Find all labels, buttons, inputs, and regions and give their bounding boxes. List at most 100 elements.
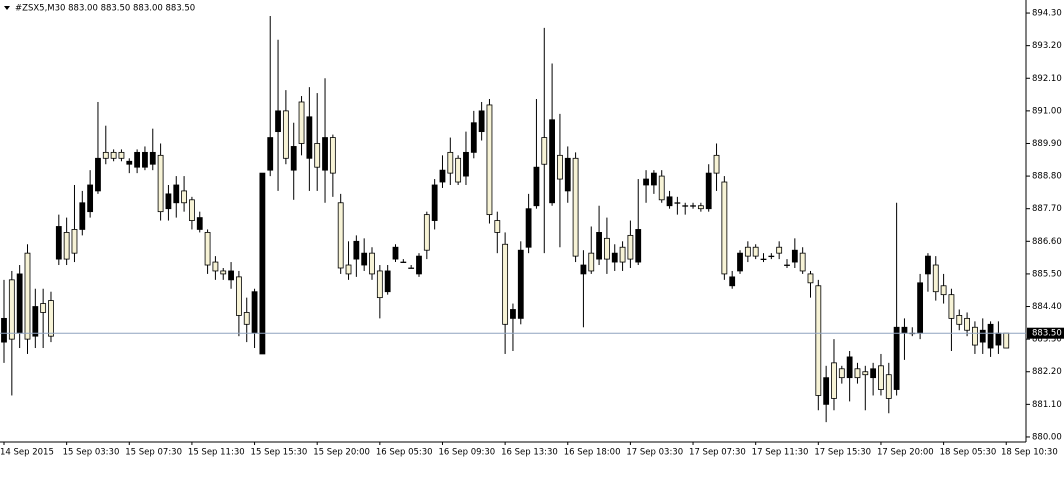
candle-body <box>259 172 266 355</box>
candle-body <box>142 151 148 168</box>
candle-body <box>79 202 86 230</box>
candle-body <box>275 110 281 133</box>
candle-body <box>110 151 117 159</box>
candle-body <box>940 285 947 296</box>
candle-body <box>196 217 203 230</box>
y-tick-label: 881.10 <box>1032 400 1062 410</box>
candle-body <box>948 294 955 319</box>
menu-arrow[interactable] <box>4 6 10 10</box>
candle-body <box>416 255 422 275</box>
candle-body <box>784 264 790 266</box>
candle-body <box>228 270 234 281</box>
candle-body <box>658 175 665 201</box>
candle-body <box>134 151 141 168</box>
candle-body <box>212 261 219 272</box>
candle-body <box>455 157 462 183</box>
candle-body <box>361 252 368 266</box>
candle-body <box>40 303 47 313</box>
y-tick-label: 889.90 <box>1032 139 1062 149</box>
x-tick-label: 15 Sep 11:30 <box>188 448 245 458</box>
candle-body <box>564 157 571 192</box>
candle-body <box>251 291 258 334</box>
x-tick-label: 18 Sep 10:30 <box>1001 448 1058 458</box>
candle-body <box>729 276 736 287</box>
candle-body <box>267 137 274 171</box>
candle-body <box>8 279 15 340</box>
y-tick-label: 892.10 <box>1032 74 1062 84</box>
candle-body <box>697 205 704 210</box>
x-tick-label: 16 Sep 18:00 <box>564 448 621 458</box>
candle-body <box>572 157 579 257</box>
candle-body <box>306 116 313 159</box>
candle-body <box>846 356 853 379</box>
candle-body <box>478 110 485 133</box>
candle-body <box>486 104 493 216</box>
y-tick-label: 885.50 <box>1032 269 1062 279</box>
candle-body <box>854 368 861 379</box>
x-tick-label: 17 Sep 15:30 <box>814 448 871 458</box>
candle-body <box>791 249 798 263</box>
candle-body <box>157 154 164 213</box>
y-tick-label: 883.30 <box>1032 335 1062 345</box>
candle-body <box>392 246 399 260</box>
current-price-box <box>1027 327 1064 339</box>
candle-body <box>1 317 7 343</box>
candle-body <box>862 371 869 376</box>
candle-body <box>604 237 610 260</box>
candle-body <box>760 258 767 260</box>
x-tick-label: 16 Sep 05:30 <box>376 448 433 458</box>
candle-body <box>713 154 720 174</box>
candle-body <box>181 190 187 204</box>
candle-body <box>32 306 39 337</box>
candle-body <box>752 246 759 257</box>
candle-body <box>384 270 391 293</box>
candle-body <box>541 137 548 165</box>
candle-body <box>1003 332 1010 349</box>
candle-body <box>447 151 454 174</box>
candle-body <box>439 169 446 183</box>
candle-body <box>431 184 438 221</box>
candle-body <box>16 273 23 334</box>
candle-body <box>63 232 70 260</box>
candle-body <box>932 264 939 293</box>
candle-body <box>463 151 469 177</box>
x-tick-label: 15 Sep 07:30 <box>125 448 182 458</box>
candle-body <box>165 193 172 210</box>
candle-body <box>102 151 109 159</box>
candle-body <box>290 146 297 171</box>
x-tick-label: 15 Sep 20:00 <box>313 448 370 458</box>
candle-body <box>807 273 814 284</box>
candle-body <box>95 157 101 192</box>
candle-body <box>635 229 642 263</box>
candle-body <box>470 122 477 153</box>
candle-body <box>588 252 595 272</box>
candle-body <box>690 205 696 207</box>
candle-body <box>643 178 649 186</box>
candle-body <box>925 255 931 275</box>
candle-body <box>345 264 352 275</box>
candle-body <box>674 202 681 204</box>
chart-title: #ZSX5,M30 883.00 883.50 883.00 883.50 <box>15 4 195 14</box>
candle-body <box>776 246 783 254</box>
candle-body <box>580 264 587 275</box>
candle-body <box>87 184 94 213</box>
candle-body <box>376 270 383 299</box>
candle-body <box>682 205 689 207</box>
y-tick-label: 891.00 <box>1032 106 1062 116</box>
candle-body <box>878 365 884 390</box>
y-tick-label: 894.30 <box>1032 9 1062 19</box>
y-tick-label: 882.20 <box>1032 367 1062 377</box>
x-tick-label: 16 Sep 13:30 <box>501 448 558 458</box>
x-tick-label: 17 Sep 07:30 <box>689 448 746 458</box>
candle-body <box>885 374 892 399</box>
y-tick-label: 884.40 <box>1032 302 1062 312</box>
candle-body <box>400 261 407 263</box>
candle-body <box>525 208 532 248</box>
candle-body <box>596 232 602 260</box>
candle-body <box>408 267 415 269</box>
candle-body <box>149 151 156 165</box>
candle-body <box>353 240 360 260</box>
candle-body <box>329 137 336 174</box>
